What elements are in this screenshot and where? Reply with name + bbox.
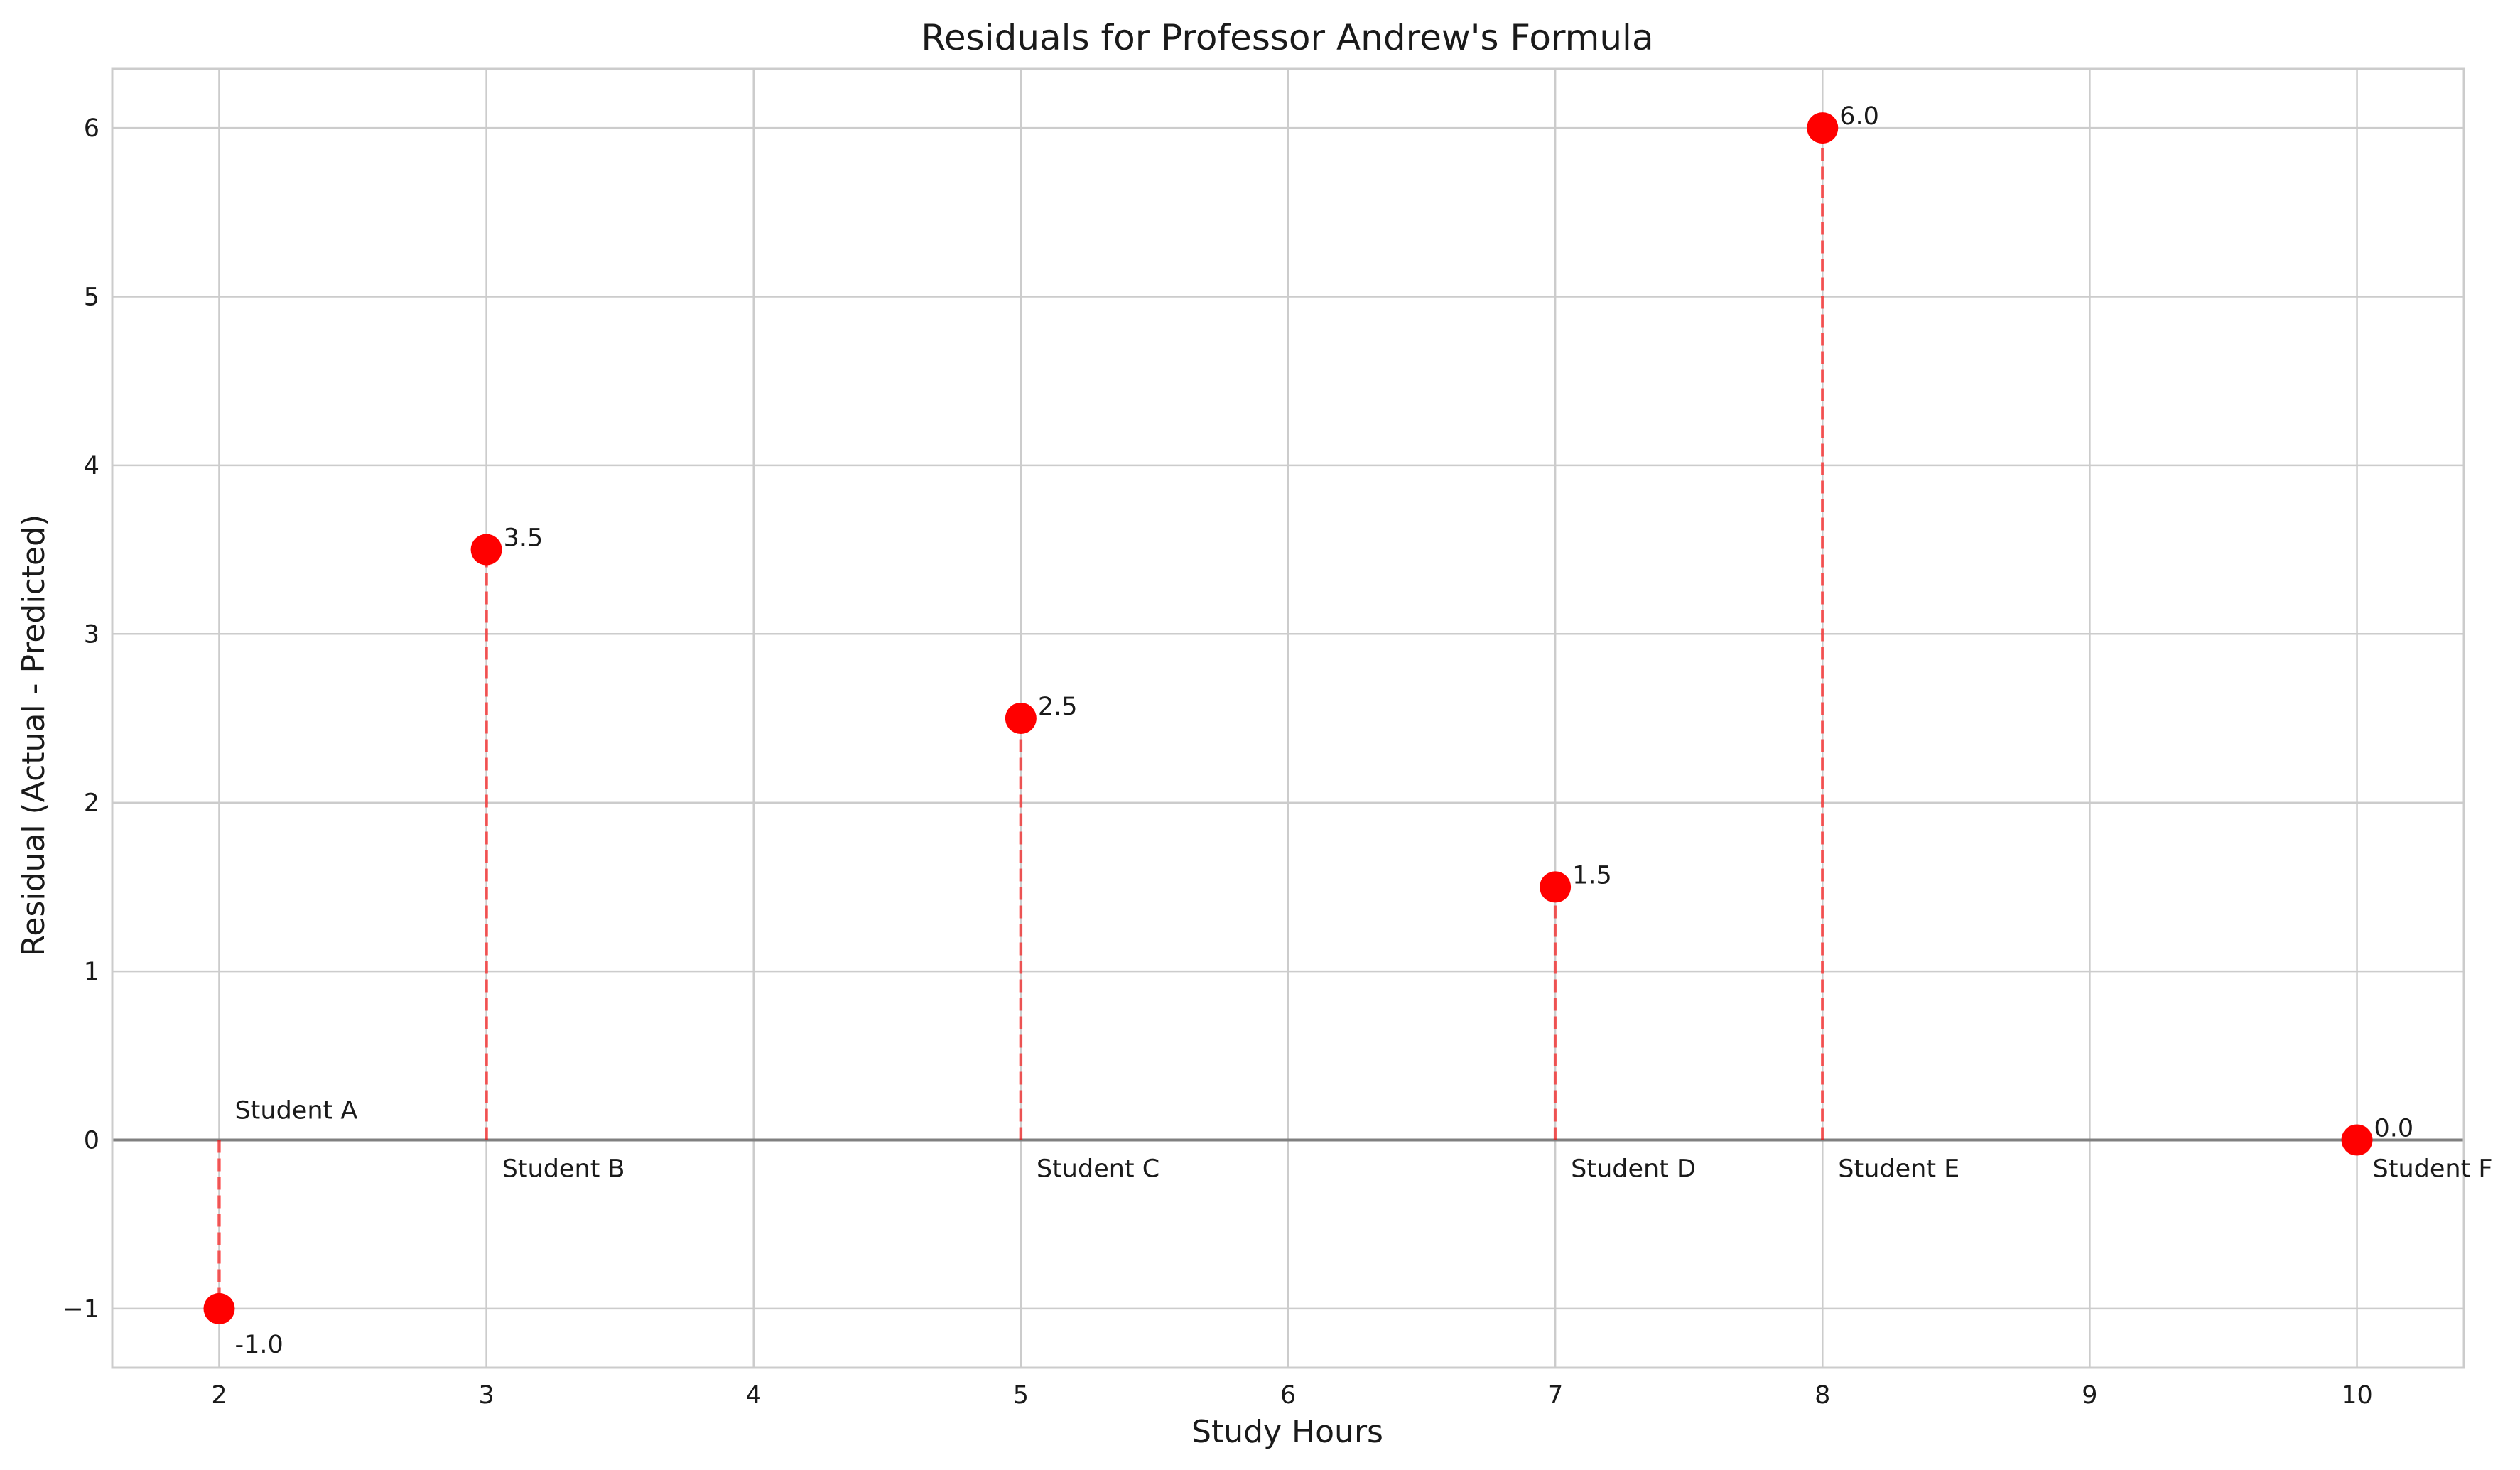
x-axis-label: Study Hours xyxy=(1191,1414,1383,1450)
residual-value-label: 1.5 xyxy=(1572,861,1612,890)
residual-points xyxy=(203,112,2373,1324)
student-label: Student E xyxy=(1838,1155,1959,1184)
residual-value-label: -1.0 xyxy=(234,1331,283,1359)
residual-point xyxy=(203,1292,235,1324)
y-tick-label: 4 xyxy=(84,452,99,480)
y-tick-label: 0 xyxy=(84,1127,99,1155)
residual-value-label: 3.5 xyxy=(504,524,544,553)
x-tick-label: 9 xyxy=(2082,1381,2097,1410)
x-tick-label: 10 xyxy=(2341,1381,2373,1410)
x-tick-label: 4 xyxy=(746,1381,762,1410)
residual-point xyxy=(2341,1124,2373,1156)
y-tick-label: −1 xyxy=(63,1295,99,1324)
y-tick-label: 3 xyxy=(84,620,99,649)
point-annotations: -1.0 Student A 3.5 Student B 2.5 Student C 1.5… xyxy=(234,102,2492,1359)
residual-value-label: 0.0 xyxy=(2374,1115,2414,1143)
residual-stems xyxy=(217,128,1824,1309)
y-axis-label: Residual (Actual - Predicted) xyxy=(16,514,52,956)
student-label: Student D xyxy=(1571,1155,1696,1184)
y-tick-label: 2 xyxy=(84,789,99,818)
y-tick-label: 6 xyxy=(84,114,99,143)
residual-value-label: 2.5 xyxy=(1038,693,1078,721)
chart-title: Residuals for Professor Andrew's Formula xyxy=(921,17,1653,58)
y-tick-label: 5 xyxy=(84,283,99,311)
x-tick-label: 6 xyxy=(1280,1381,1296,1410)
residual-point xyxy=(1540,871,1572,903)
x-tick-label: 7 xyxy=(1547,1381,1563,1410)
x-tick-label: 5 xyxy=(1013,1381,1029,1410)
residual-point xyxy=(1807,112,1839,144)
y-tick-labels: −1 0 1 2 3 4 5 6 xyxy=(63,114,99,1324)
residual-value-label: 6.0 xyxy=(1839,102,1879,131)
x-tick-label: 2 xyxy=(211,1381,227,1410)
plot-frame xyxy=(111,67,2465,1369)
x-tick-labels: 2 3 4 5 6 7 8 9 10 xyxy=(211,1381,2373,1410)
x-tick-label: 3 xyxy=(478,1381,494,1410)
y-tick-label: 1 xyxy=(84,958,99,986)
grid-lines xyxy=(112,69,2464,1368)
x-tick-label: 8 xyxy=(1815,1381,1830,1410)
residual-point xyxy=(470,534,502,566)
residual-point xyxy=(1005,703,1037,734)
student-label: Student A xyxy=(234,1097,357,1125)
student-label: Student B xyxy=(502,1155,625,1184)
student-label: Student F xyxy=(2373,1155,2493,1184)
student-label: Student C xyxy=(1037,1155,1159,1184)
